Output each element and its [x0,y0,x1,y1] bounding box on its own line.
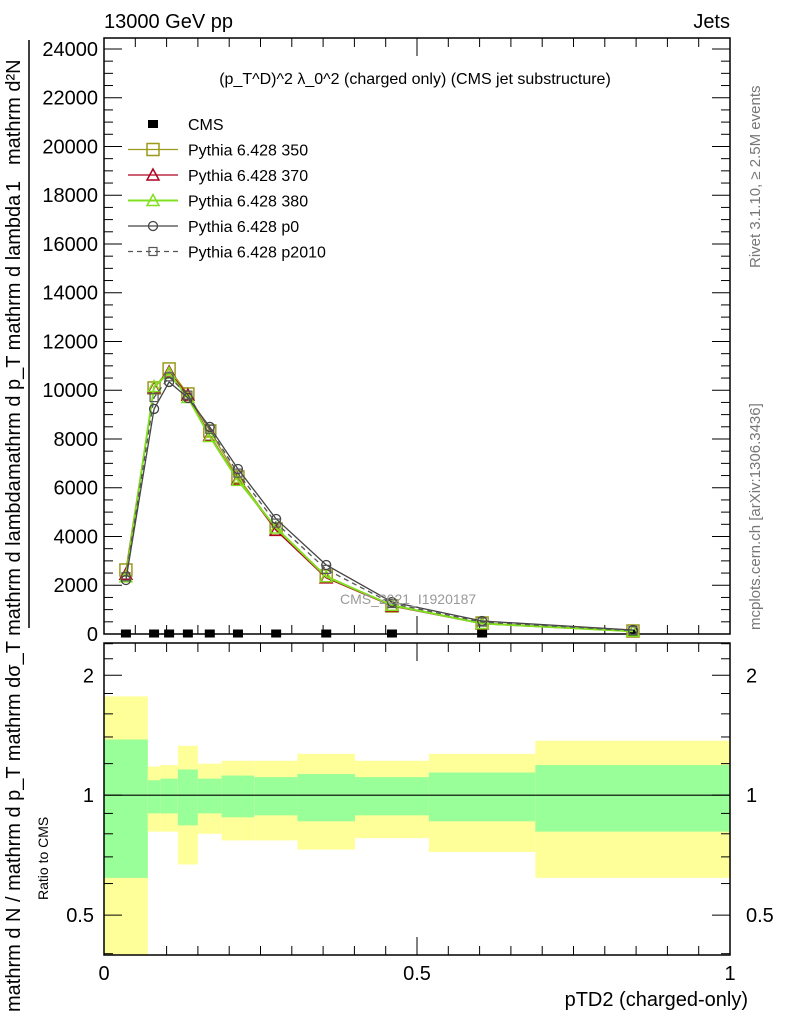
ratio-y-tick-label: 0.5 [66,905,94,927]
y-tick-label: 2000 [54,575,99,597]
data-point [474,615,490,630]
data-point [318,569,334,583]
data-point [183,390,193,400]
data-point [148,403,160,415]
x-tick-label: 1 [724,963,735,985]
legend-marker [145,192,161,207]
data-point [233,468,243,478]
x-axis-label: pTD2 (charged-only) [565,989,748,1011]
y-tick-label: 24000 [42,39,98,61]
ylabel-secondary: mathrm d N / mathrm d p_T mathrm dσ_T ma… [3,479,25,1012]
header-left: 13000 GeV pp [104,11,233,33]
ratio-y-tick-label: 1 [83,785,94,807]
data-point [230,472,246,487]
data-point [120,629,131,638]
data-point [164,629,175,638]
main-y-axis-label: mathrm d²N 1 mathrm d p_T mathrm d lambd… [3,40,30,1012]
data-point [321,564,331,575]
y-tick-label: 14000 [42,283,98,305]
legend-label: Pythia 6.428 380 [188,194,308,211]
ratio-y-tick-label-right: 2 [746,665,757,687]
legend-label: Pythia 6.428 p0 [188,219,299,236]
legend: CMS Pythia 6.428 350 Pythia 6.428 370 Pythi… [128,117,326,262]
data-point [162,362,176,376]
y-tick-label: 12000 [42,331,98,353]
data-point [628,625,638,636]
legend-label: CMS [188,117,224,134]
legend-label: Pythia 6.428 350 [188,143,308,160]
ratio-y-tick-label-right: 1 [746,785,757,807]
x-tick-label: 0.5 [403,963,431,985]
data-point [202,428,218,443]
stat-uncertainty-band [160,778,178,814]
ylabel-numerator: mathrm d²N [3,59,25,165]
y-tick-label: 6000 [54,478,99,500]
ylabel-denominator: mathrm d p_T mathrm d lambda [3,194,25,480]
data-point [386,629,397,638]
series-cms [120,629,638,638]
data-point [477,617,487,627]
ratio-frame [103,642,731,956]
series-line [125,375,634,632]
stat-uncertainty-band [104,739,148,878]
ratio-y-tick-label-right: 0.5 [746,905,774,927]
stat-uncertainty-band [428,772,536,822]
data-point [627,629,638,638]
mcplots-label: mcplots.cern.ch [arXiv:1306.3436] [747,403,764,630]
data-point [164,372,174,382]
data-point [387,598,397,609]
legend-label: Pythia 6.428 370 [188,168,308,185]
data-point [149,629,160,638]
stat-uncertainty-band [197,778,222,814]
legend-marker [148,120,158,128]
watermark: CMS_2021_I1920187 [340,591,476,607]
ratio-y-label: Ratio to CMS [35,817,51,900]
legend-marker [147,220,159,232]
data-point [625,623,641,637]
legend-marker [148,246,158,257]
legend-label: Pythia 6.428 p2010 [188,245,326,262]
ratio-y-tick-label: 2 [83,665,94,687]
series-pythia-6-428-p2010 [121,372,638,636]
data-point [321,629,332,638]
data-point [271,629,282,638]
header-right: Jets [693,11,730,33]
data-point [204,629,215,638]
data-point [149,392,159,403]
stat-uncertainty-band [535,765,730,832]
y-tick-label: 4000 [54,526,99,548]
stat-uncertainty-band [355,777,429,816]
y-tick-label: 8000 [54,429,99,451]
data-point [477,629,488,638]
data-point [146,379,162,393]
data-point [232,629,243,638]
data-point [121,572,131,582]
legend-marker [145,167,161,181]
y-tick-label: 16000 [42,234,98,256]
y-tick-label: 0 [87,624,98,646]
y-tick-label: 18000 [42,185,98,207]
data-point [182,629,193,638]
ylabel-one: 1 [3,181,25,192]
stat-uncertainty-band [254,777,298,816]
y-tick-label: 22000 [42,88,98,110]
ratio-plot: 0 0.5 1 0.5 0.5 1 1 2 2 [66,642,774,985]
y-tick-label: 20000 [42,136,98,158]
stat-uncertainty-band [221,775,255,818]
rivet-label: Rivet 3.1.10, ≥ 2.5M events [747,86,764,269]
plot-title: (p_T^D)^2 λ_0^2 (charged only) (CMS jet … [219,71,611,88]
data-point [205,424,215,434]
y-tick-label: 10000 [42,380,98,402]
main-plot: 0 2000 4000 6000 8000 10000 12000 14000 16000 180… [42,37,731,955]
data-point [271,518,281,528]
legend-marker [146,142,160,157]
stat-uncertainty-band [177,769,198,826]
x-tick-label: 0 [98,963,109,985]
stat-uncertainty-band [147,780,161,814]
stat-uncertainty-band [297,774,356,822]
